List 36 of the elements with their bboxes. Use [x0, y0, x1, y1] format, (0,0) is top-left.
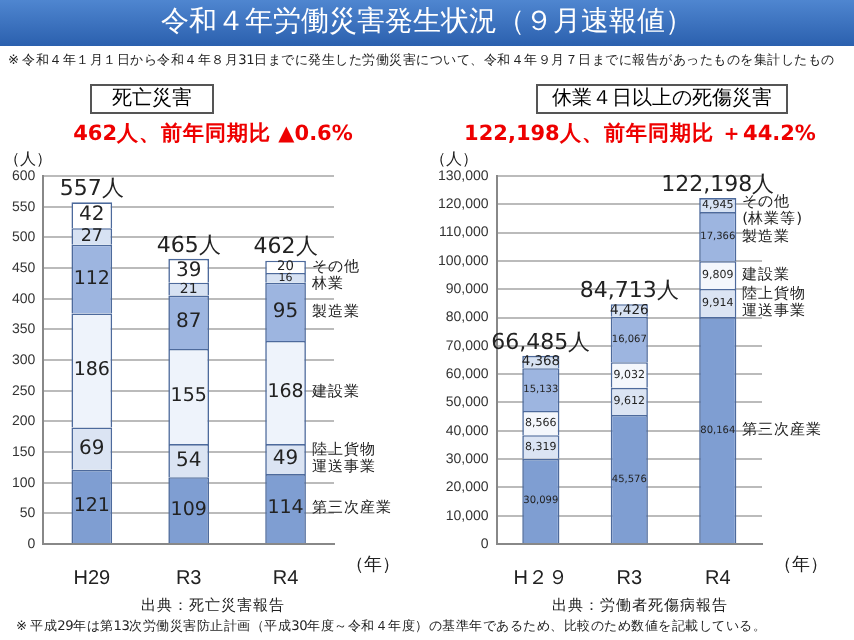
y-axis-title: （人） — [430, 150, 478, 169]
x-tick-label: H29 — [73, 567, 112, 590]
x-tick-label: R3 — [175, 567, 203, 590]
x-tick-label: R4 — [272, 567, 300, 590]
data-label: 49 — [272, 448, 299, 471]
chart-subtitle: 122,198人、前年同期比 ＋44.2% — [462, 120, 818, 148]
data-label: 95 — [272, 301, 299, 324]
chart-subtitle: 462人、前年同期比 ▲0.6% — [71, 120, 355, 148]
data-label: 27 — [80, 226, 103, 247]
data-label: 112 — [73, 267, 110, 290]
data-label: 42 — [79, 204, 105, 227]
data-label: 69 — [79, 437, 105, 460]
total-label: 84,713人 — [579, 276, 679, 303]
total-label: 557人 — [59, 175, 124, 202]
x-axis-title: （年） — [346, 553, 400, 576]
total-label: 66,485人 — [491, 328, 591, 355]
data-label: 39 — [175, 259, 202, 282]
data-label: 168 — [267, 381, 304, 404]
y-axis-title: （人） — [4, 150, 52, 169]
total-label: 465人 — [156, 231, 221, 258]
x-tick-label: H２９ — [513, 567, 569, 590]
x-tick-label: R3 — [616, 567, 643, 590]
x-tick-label: R4 — [704, 567, 732, 590]
chart-title: 休業４日以上の死傷災害 — [536, 84, 788, 114]
x-axis-title: （年） — [774, 553, 828, 576]
data-label: 121 — [73, 495, 110, 518]
total-label: 122,198人 — [661, 170, 775, 197]
data-label: 109 — [170, 499, 207, 522]
data-label: 186 — [73, 359, 110, 382]
data-label: 54 — [175, 449, 202, 472]
text: 令和４年労働災害発生状況（９月速報値） — [0, 0, 854, 46]
total-label: 462人 — [253, 233, 318, 260]
data-label: 155 — [170, 385, 207, 408]
data-label: 114 — [267, 497, 304, 520]
data-label: 87 — [175, 311, 202, 334]
chart-title: 死亡災害 — [90, 84, 214, 114]
